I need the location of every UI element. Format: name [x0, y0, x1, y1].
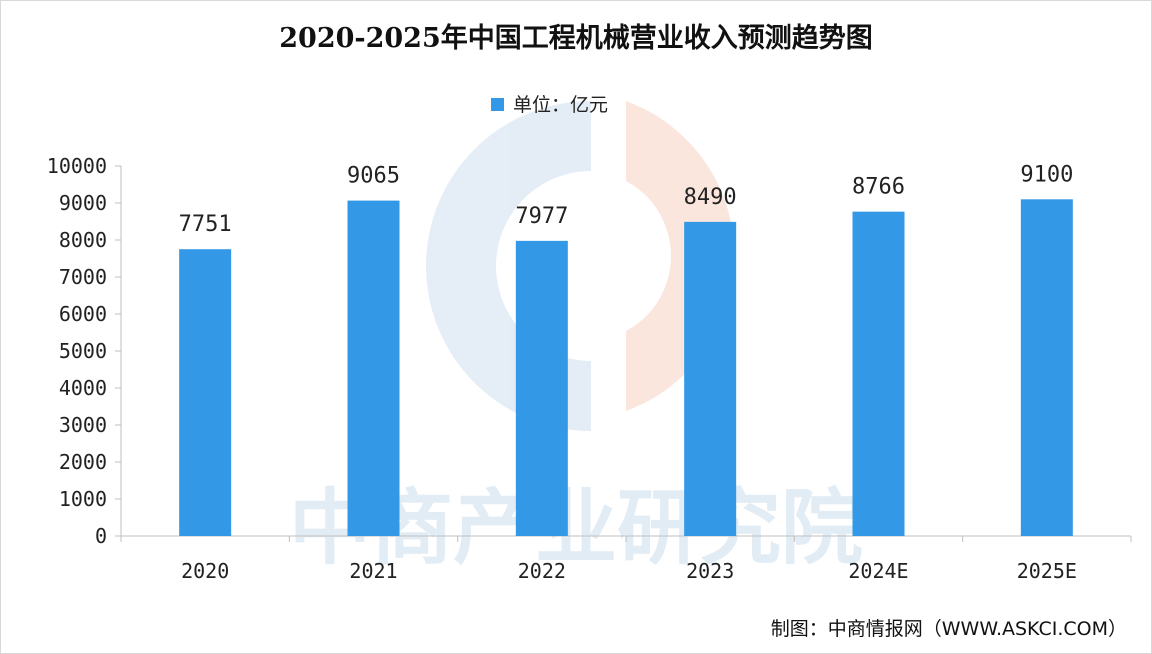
y-axis: 0 1000 2000 3000 4000 5000 6000 7000 8000 9000 100…	[47, 154, 122, 548]
bar	[179, 249, 232, 536]
y-tick-label: 1000	[59, 487, 107, 511]
bar	[515, 240, 568, 536]
x-tick-label: 2020	[181, 559, 229, 583]
legend: 单位：亿元	[491, 94, 608, 116]
data-label: 7751	[179, 212, 232, 237]
legend-label: 单位：亿元	[513, 94, 608, 116]
legend-swatch	[491, 98, 504, 111]
data-label: 7977	[515, 204, 568, 229]
source-note: 制图：中商情报网（WWW.ASKCI.COM）	[771, 618, 1127, 640]
y-tick-label: 2000	[59, 450, 107, 474]
x-tick-label: 2021	[349, 559, 397, 583]
x-tick-label: 2022	[518, 559, 566, 583]
data-label: 8490	[684, 185, 737, 210]
y-tick-label: 10000	[47, 154, 107, 178]
bar-series	[179, 199, 1073, 537]
data-labels: 7751 9065 7977 8490 8766 9100	[179, 162, 1074, 237]
data-label: 9100	[1020, 162, 1073, 187]
bar	[852, 211, 905, 536]
x-tick-label: 2023	[686, 559, 734, 583]
y-tick-label: 7000	[59, 265, 107, 289]
y-tick-label: 6000	[59, 302, 107, 326]
bar	[347, 200, 400, 536]
bar	[684, 221, 737, 536]
y-tick-label: 5000	[59, 339, 107, 363]
y-tick-label: 9000	[59, 191, 107, 215]
chart-title: 2020-2025年中国工程机械营业收入预测趋势图	[279, 22, 873, 54]
y-tick-label: 4000	[59, 376, 107, 400]
y-tick-label: 0	[95, 524, 107, 548]
x-tick-label: 2024E	[848, 559, 908, 583]
bar	[1020, 199, 1073, 537]
x-tick-label: 2025E	[1017, 559, 1077, 583]
data-label: 8766	[852, 175, 905, 200]
y-tick-label: 3000	[59, 413, 107, 437]
data-label: 9065	[347, 164, 400, 189]
watermark-logo-blue-arc	[426, 101, 591, 431]
x-axis: 2020 2021 2022 2023 2024E 2025E	[120, 535, 1132, 583]
y-tick-label: 8000	[59, 228, 107, 252]
